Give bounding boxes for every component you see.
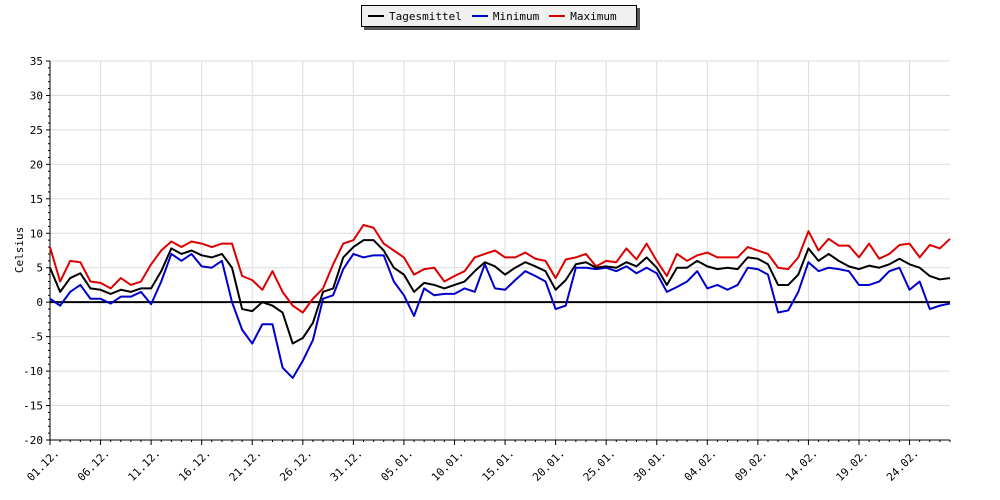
legend: Tagesmittel Minimum Maximum [361, 5, 637, 27]
grid-lines [49, 60, 950, 441]
legend-label-tagesmittel: Tagesmittel [389, 9, 462, 23]
legend-swatch-maximum [549, 15, 566, 17]
series-line-maximum [49, 224, 951, 314]
y-tick-label: -20 [23, 434, 43, 447]
y-tick-label: -5 [30, 331, 43, 344]
y-axis: 35 30 25 20 15 10 5 0 -5 -10 -15 -20 [23, 55, 51, 447]
series-line-tagesmittel [49, 239, 951, 345]
x-tick-label: 16.12. [176, 447, 213, 484]
legend-swatch-tagesmittel [368, 15, 384, 17]
x-tick-label: 21.12. [227, 447, 264, 484]
x-tick-label: 30.01. [631, 447, 668, 484]
legend-item-minimum: Minimum [471, 9, 540, 23]
x-tick-label: 25.01. [581, 447, 618, 484]
x-tick-label: 15.01. [480, 447, 517, 484]
x-tick-label: 01.12. [24, 447, 61, 484]
y-tick-label: 10 [30, 227, 43, 240]
x-tick-label: 19.02. [833, 447, 870, 484]
x-tick-label: 06.12. [75, 447, 112, 484]
x-tick-label: 31.12. [328, 447, 365, 484]
y-tick-label: -15 [23, 400, 43, 413]
y-axis-label: Celsius [13, 227, 26, 273]
y-tick-label: 35 [30, 55, 43, 68]
series-lines [49, 224, 951, 379]
x-tick-label: 14.02. [783, 447, 820, 484]
legend-label-maximum: Maximum [570, 9, 617, 23]
legend-item-tagesmittel: Tagesmittel [368, 10, 462, 23]
legend-item-maximum: Maximum [549, 9, 617, 23]
y-tick-label: -10 [23, 365, 43, 378]
y-tick-label: 5 [36, 262, 43, 275]
x-tick-label: 26.12. [277, 447, 314, 484]
legend-label-minimum: Minimum [492, 9, 540, 23]
legend-swatch-minimum [471, 15, 488, 17]
y-tick-label: 15 [30, 193, 43, 206]
y-tick-label: 0 [36, 296, 43, 309]
x-tick-label: 05.01. [378, 447, 415, 484]
series-line-minimum [49, 252, 951, 379]
x-tick-label: 04.02. [682, 447, 719, 484]
y-tick-label: 30 [30, 89, 43, 102]
x-tick-label: 09.02. [732, 447, 769, 484]
x-tick-label: 24.02. [884, 447, 921, 484]
x-tick-label: 11.12. [126, 447, 163, 484]
x-axis: 01.12. 06.12. 11.12. 16.12. 21.12. 26.12. 31.1… [24, 439, 951, 484]
y-tick-label: 25 [30, 124, 43, 137]
x-tick-label: 20.01. [530, 447, 567, 484]
x-tick-label: 10.01. [429, 447, 466, 484]
y-tick-label: 20 [30, 158, 43, 171]
